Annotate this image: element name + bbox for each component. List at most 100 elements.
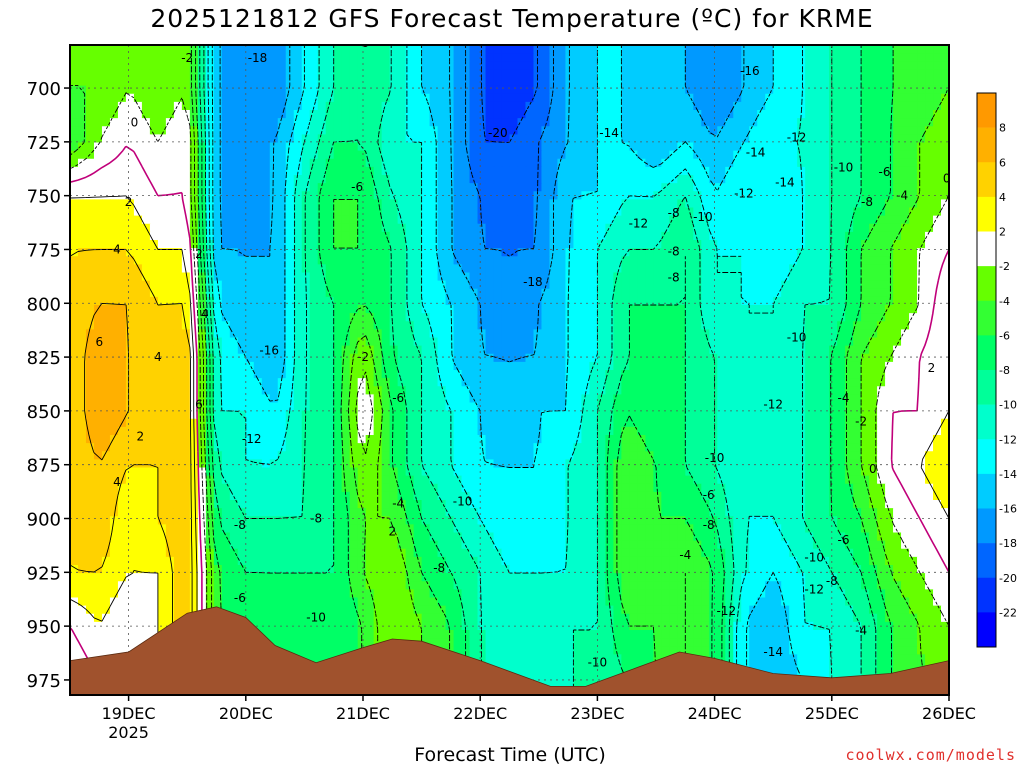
field-cell [525,207,535,217]
field-cell [845,53,854,62]
field-cell [669,191,678,200]
field-cell [589,215,598,225]
field-cell [925,402,934,412]
field-cell [349,126,359,135]
field-cell [133,386,143,395]
field-cell [341,272,351,282]
field-cell [701,272,710,282]
field-cell [653,280,662,290]
field-cell [381,264,391,274]
field-cell [413,394,423,404]
field-cell [757,272,766,282]
field-cell [109,142,119,152]
field-cell [885,85,894,95]
field-cell [93,207,103,217]
field-cell [829,175,838,184]
field-cell [469,272,479,282]
field-cell [429,126,439,135]
field-cell [821,386,830,395]
field-cell [813,93,822,103]
field-cell [765,158,774,168]
field-cell [349,280,359,290]
field-cell [717,183,726,192]
field-cell [829,256,838,265]
field-cell [125,280,135,290]
field-cell [781,345,790,355]
field-cell [845,118,854,127]
field-cell [70,166,79,176]
field-cell [541,313,551,322]
field-cell [741,256,750,265]
field-cell [381,272,391,282]
field-cell [485,77,495,87]
field-cell [117,321,127,330]
field-cell [213,240,223,249]
field-cell [485,134,495,144]
field-cell [485,272,495,282]
field-cell [877,199,886,209]
field-cell [509,175,519,184]
field-cell [461,199,471,209]
field-cell [413,118,423,127]
field-cell [381,150,391,160]
field-cell [845,175,854,184]
field-cell [653,45,662,54]
field-cell [509,118,519,127]
field-cell [613,53,622,62]
field-cell [245,61,255,70]
field-cell [445,223,455,233]
field-cell [829,223,838,233]
field-cell [125,93,135,103]
field-cell [749,207,758,217]
field-cell [749,215,758,225]
field-cell [389,166,399,176]
field-cell [405,353,415,363]
field-cell [469,264,479,274]
field-cell [509,134,519,144]
field-cell [789,110,798,119]
field-cell [397,53,407,62]
field-cell [77,77,87,87]
field-cell [405,280,415,290]
field-cell [469,53,479,62]
field-cell [413,126,423,135]
field-cell [941,101,949,111]
field-cell [877,183,886,192]
field-cell [605,288,614,298]
field-cell [869,215,878,225]
field-cell [341,386,351,395]
field-cell [333,175,343,184]
field-cell [757,370,766,379]
field-cell [269,337,279,347]
field-cell [605,45,614,54]
field-cell [245,134,255,144]
field-cell [533,85,543,95]
field-cell [149,288,159,298]
field-cell [133,337,143,347]
field-cell [365,378,375,387]
field-cell [245,378,255,387]
field-cell [613,199,622,209]
field-cell [165,361,175,371]
field-cell [885,207,894,217]
field-cell [909,61,918,70]
field-cell [805,231,814,241]
field-cell [429,272,439,282]
field-cell [269,394,279,404]
field-cell [853,256,862,265]
field-cell [413,288,423,298]
field-cell [853,183,862,192]
field-cell [813,248,822,257]
field-cell [933,77,942,87]
field-cell [101,272,111,282]
field-cell [365,313,375,322]
field-cell [469,240,479,249]
field-cell [885,264,894,274]
field-cell [837,378,846,387]
field-cell [269,183,279,192]
field-cell [917,345,926,355]
field-cell [405,93,415,103]
field-cell [205,150,215,160]
field-cell [741,53,750,62]
field-cell [573,85,583,95]
